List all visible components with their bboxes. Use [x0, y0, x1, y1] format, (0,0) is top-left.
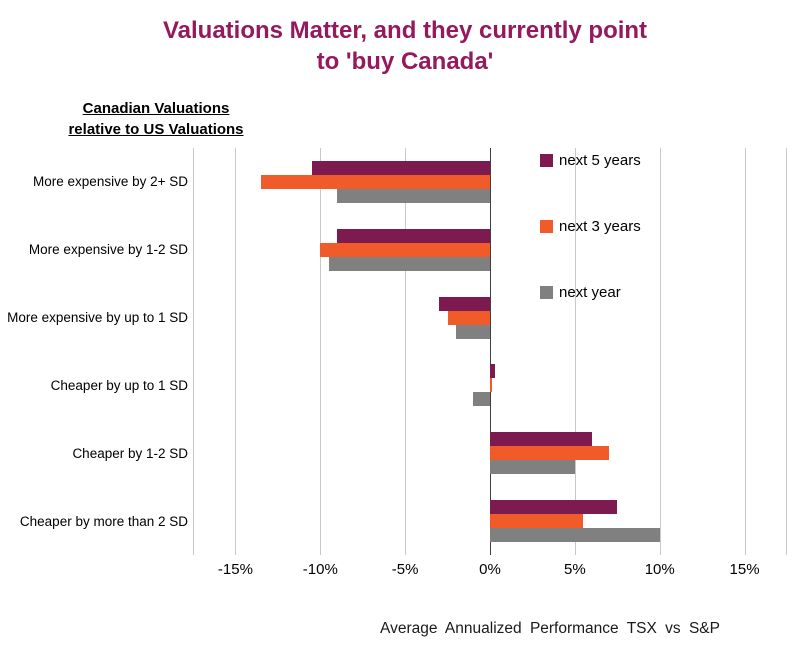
x-axis-ticks: -15% -10% -5% 0% 5% 10% 15% [193, 561, 787, 583]
category-label: Cheaper by up to 1 SD [50, 377, 188, 393]
x-tick-label: 15% [729, 561, 760, 578]
bar-next-year [337, 188, 490, 203]
x-axis-label: Average Annualized Performance TSX vs S&… [380, 620, 720, 637]
y-axis-title-line2: relative to US Valuations [68, 121, 244, 138]
bar-next-5-years [311, 160, 490, 175]
bar-next-5-years [490, 364, 496, 379]
bar-next-3-years [490, 446, 609, 461]
legend-label: next year [559, 283, 621, 301]
bar-next-3-years [260, 174, 490, 189]
bar-next-3-years [447, 310, 490, 325]
legend-entry-next-year: next year [540, 282, 641, 302]
chart-legend: next 5 years next 3 years next year [540, 150, 641, 348]
zero-axis-line [490, 148, 491, 555]
bar-next-5-years [439, 296, 490, 311]
gridline [744, 148, 746, 555]
x-tick-label: -5% [391, 561, 419, 578]
gridline [235, 148, 237, 555]
bar-next-5-years [490, 500, 618, 515]
bar-next-year [456, 324, 490, 339]
bar-next-3-years [320, 242, 490, 257]
legend-swatch-icon [540, 219, 553, 233]
legend-label: next 5 years [559, 151, 641, 169]
x-tick-label: -15% [217, 561, 253, 578]
category-label: More expensive by 2+ SD [33, 174, 188, 190]
chart-title-line2: to 'buy Canada' [316, 47, 494, 75]
chart-title-line1: Valuations Matter, and they currently po… [162, 17, 648, 44]
chart-title: Valuations Matter, and they currently po… [0, 16, 810, 77]
y-axis-title-line1: Canadian Valuations [82, 100, 230, 117]
bar-next-3-years [490, 378, 492, 393]
legend-entry-next-3-years: next 3 years [540, 216, 641, 236]
x-tick-label: -10% [302, 561, 338, 578]
gridline [659, 148, 661, 555]
bar-next-year [328, 256, 490, 271]
category-label: Cheaper by 1-2 SD [72, 445, 188, 461]
bar-next-3-years [490, 514, 584, 529]
category-label: More expensive by 1-2 SD [28, 242, 188, 258]
bar-next-year [490, 528, 660, 543]
plot-border-left [193, 148, 194, 555]
plot-border-right [786, 148, 787, 555]
x-tick-label: 0% [479, 561, 501, 578]
category-label: More expensive by up to 1 SD [7, 310, 188, 326]
legend-entry-next-5-years: next 5 years [540, 150, 641, 170]
bar-next-5-years [490, 432, 592, 447]
gridline [405, 148, 407, 555]
legend-swatch-icon [540, 285, 553, 299]
legend-swatch-icon [540, 153, 553, 167]
bar-next-5-years [337, 228, 490, 243]
gridline [574, 148, 576, 555]
legend-label: next 3 years [559, 217, 641, 235]
bar-next-year [473, 392, 490, 407]
bar-next-year [490, 460, 575, 475]
plot-area [193, 148, 787, 555]
gridline [320, 148, 322, 555]
x-tick-label: 10% [644, 561, 675, 578]
category-label: Cheaper by more than 2 SD [19, 513, 188, 529]
category-labels: More expensive by 2+ SD More expensive by… [6, 148, 188, 555]
x-tick-label: 5% [564, 561, 586, 578]
y-axis-title: Canadian Valuations relative to US Valua… [20, 98, 292, 140]
